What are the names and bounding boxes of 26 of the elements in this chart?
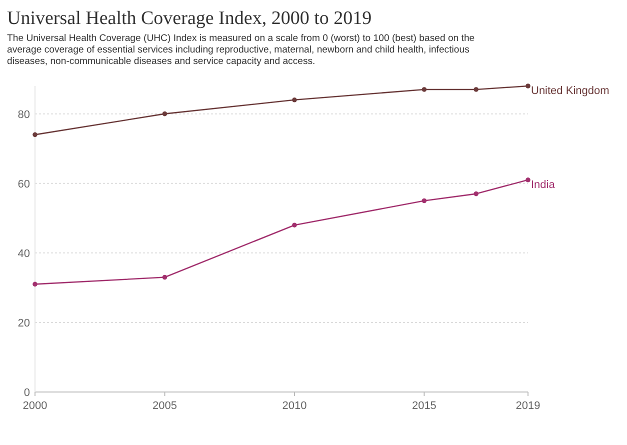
- y-tick-label: 60: [18, 178, 30, 190]
- x-tick-label: 2019: [516, 400, 540, 412]
- x-tick-label: 2010: [282, 400, 307, 412]
- x-tick-label: 2005: [152, 400, 177, 412]
- point: [32, 132, 38, 138]
- point: [474, 87, 479, 92]
- x-tick-label: 2000: [22, 400, 48, 412]
- point: [162, 111, 168, 116]
- point: [422, 87, 427, 92]
- y-tick-label: 40: [18, 248, 30, 260]
- series-label: United Kingdom: [531, 85, 610, 97]
- point: [32, 282, 38, 287]
- x-tick-label: 2015: [412, 400, 436, 412]
- point: [526, 84, 530, 88]
- y-tick-label: 0: [24, 387, 30, 399]
- point: [526, 177, 530, 182]
- series-label: India: [531, 178, 556, 191]
- point: [474, 191, 479, 196]
- chart-subtitle: The Universal Health Coverage (UHC) Index is measured on a scale from 0 (worst) to 100 (best) based on the average coverage of essential services including reproductive, maternal, newborn and child health, infectious diseases, non-communicable diseases and service capacity and access.: [7, 33, 475, 67]
- chart-title: Universal Health Coverage Index, 2000 to 2019: [7, 8, 372, 29]
- point: [162, 274, 168, 280]
- point: [292, 222, 297, 228]
- y-tick-label: 20: [18, 317, 30, 330]
- point: [292, 98, 297, 102]
- y-tick-label: 80: [18, 108, 30, 121]
- point: [422, 198, 427, 204]
